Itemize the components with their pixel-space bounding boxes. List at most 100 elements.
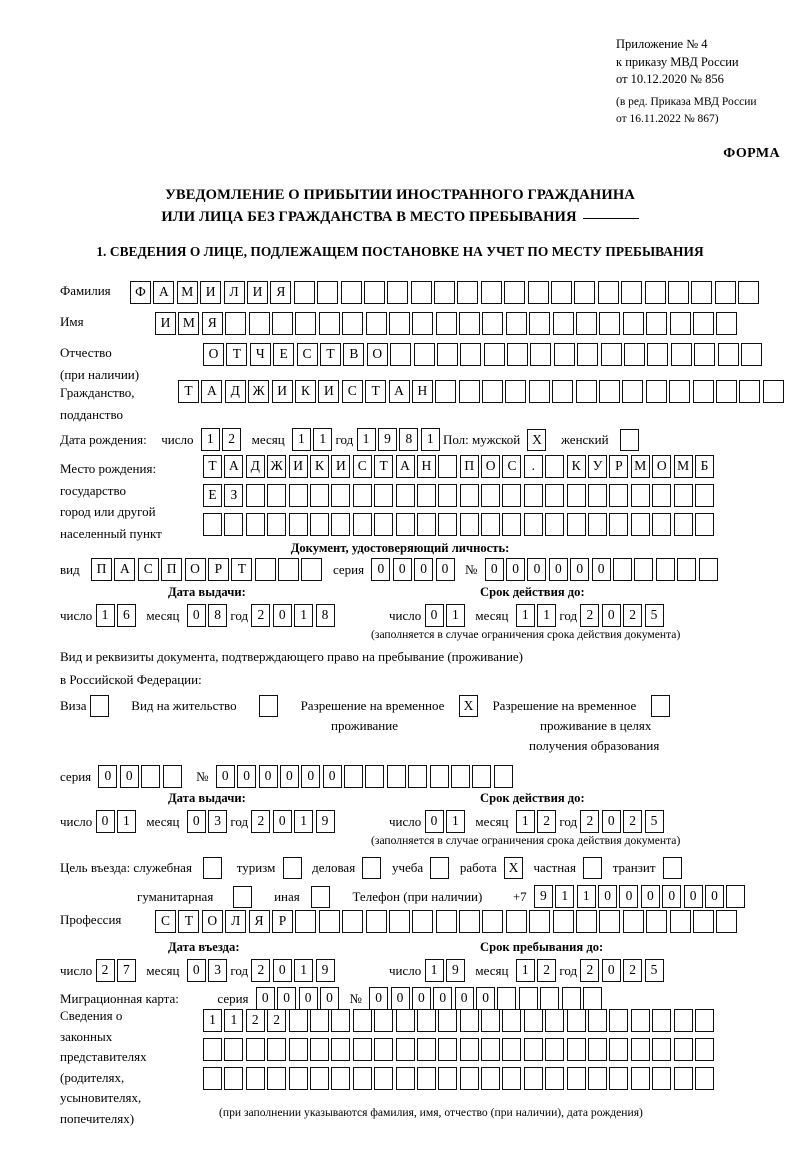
cell[interactable] [630, 484, 650, 507]
cell[interactable] [374, 1067, 394, 1090]
cell[interactable]: 2 [222, 428, 242, 451]
cell[interactable] [245, 1038, 265, 1061]
cell[interactable] [460, 343, 482, 366]
cell[interactable] [652, 1038, 672, 1061]
cell[interactable] [694, 1067, 714, 1090]
cell[interactable] [553, 343, 575, 366]
purpose-transit-checkbox[interactable] [662, 857, 682, 879]
cell[interactable] [715, 380, 737, 403]
cell[interactable] [438, 513, 458, 536]
cell[interactable] [438, 1009, 458, 1032]
cell[interactable]: 2 [580, 604, 600, 627]
cell[interactable]: 1 [445, 810, 465, 833]
cell[interactable]: П [161, 558, 183, 581]
cell[interactable] [438, 1038, 458, 1061]
cell[interactable]: 0 [424, 810, 444, 833]
cell[interactable] [457, 281, 479, 304]
cell[interactable] [141, 765, 161, 788]
cell[interactable]: Н [416, 455, 436, 478]
cell[interactable]: 2 [537, 810, 557, 833]
cell[interactable]: Д [224, 380, 246, 403]
cell[interactable] [248, 312, 270, 335]
cell[interactable] [599, 910, 621, 933]
cell[interactable]: Т [226, 343, 248, 366]
cell[interactable]: Ф [130, 281, 151, 304]
cell[interactable]: 1 [203, 1009, 222, 1032]
purpose-tourism-checkbox[interactable] [282, 857, 302, 879]
cell[interactable] [644, 281, 666, 304]
cell[interactable] [293, 281, 315, 304]
cell[interactable] [588, 1009, 608, 1032]
cell[interactable] [288, 484, 308, 507]
cell[interactable] [395, 1038, 415, 1061]
cell[interactable]: 2 [245, 1009, 265, 1032]
cell[interactable] [577, 343, 599, 366]
cell[interactable] [245, 513, 265, 536]
cell[interactable]: 0 [705, 885, 725, 908]
cell[interactable] [458, 380, 480, 403]
birthplace-row-3[interactable] [203, 513, 714, 536]
cell[interactable]: А [395, 455, 415, 478]
cell[interactable]: С [155, 910, 176, 933]
cell[interactable] [416, 1038, 436, 1061]
cell[interactable] [331, 513, 351, 536]
cell[interactable]: 0 [319, 987, 339, 1010]
cell[interactable] [352, 484, 372, 507]
cell[interactable]: Т [178, 380, 199, 403]
cell[interactable] [390, 343, 412, 366]
cell[interactable] [344, 765, 364, 788]
cell[interactable]: 2 [267, 1009, 287, 1032]
cell[interactable] [630, 1038, 650, 1061]
cell[interactable] [331, 1009, 351, 1032]
cell[interactable] [502, 484, 522, 507]
cell[interactable] [483, 343, 505, 366]
cell[interactable] [716, 910, 738, 933]
cell[interactable] [646, 910, 668, 933]
cell[interactable] [225, 312, 247, 335]
cell[interactable]: Т [231, 558, 253, 581]
cell[interactable] [395, 1009, 415, 1032]
permit-education-checkbox[interactable] [650, 695, 670, 717]
cell[interactable] [529, 312, 551, 335]
cell[interactable] [301, 558, 323, 581]
cell[interactable]: 2 [580, 810, 600, 833]
cell[interactable] [480, 281, 502, 304]
cell[interactable]: З [224, 484, 244, 507]
cell[interactable] [459, 1067, 479, 1090]
sex-female-checkbox[interactable] [619, 428, 639, 451]
cell[interactable] [762, 380, 784, 403]
cell[interactable]: 0 [369, 987, 389, 1010]
cell[interactable] [561, 987, 581, 1010]
cell[interactable] [416, 513, 436, 536]
cell[interactable]: 1 [313, 428, 333, 451]
cell[interactable]: 2 [623, 604, 643, 627]
cell[interactable] [481, 1038, 501, 1061]
cell[interactable]: 3 [208, 810, 228, 833]
cell[interactable] [331, 1067, 351, 1090]
cell[interactable] [527, 281, 549, 304]
cell[interactable]: О [652, 455, 672, 478]
cell[interactable] [388, 910, 410, 933]
cell[interactable] [740, 343, 762, 366]
cell[interactable]: Т [178, 910, 200, 933]
cell[interactable]: Я [248, 910, 270, 933]
cell[interactable] [575, 380, 597, 403]
cell[interactable] [309, 1067, 329, 1090]
cell[interactable]: 0 [371, 558, 391, 581]
cell[interactable] [436, 343, 458, 366]
cell[interactable] [600, 343, 622, 366]
cell[interactable] [224, 1038, 244, 1061]
cell[interactable] [726, 885, 746, 908]
cell[interactable]: 0 [390, 987, 410, 1010]
cell[interactable] [622, 910, 644, 933]
cell[interactable] [692, 312, 714, 335]
cell[interactable] [267, 1038, 287, 1061]
cell[interactable] [412, 312, 434, 335]
permit-temporary-checkbox[interactable]: Х [458, 695, 478, 717]
cell[interactable] [583, 987, 603, 1010]
